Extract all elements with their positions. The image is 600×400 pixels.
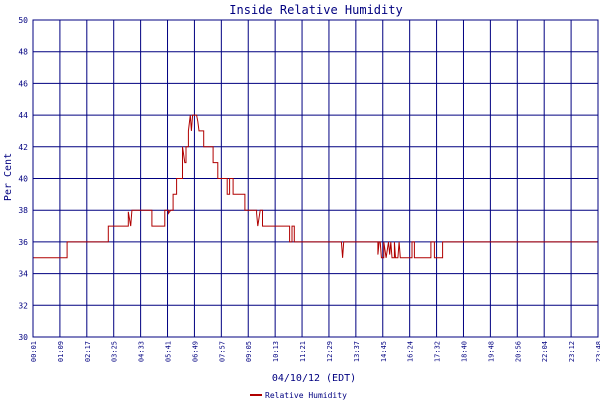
x-tick-label: 01:09 — [57, 341, 65, 362]
y-tick-label: 40 — [18, 175, 28, 184]
x-tick-label: 02:17 — [84, 341, 92, 362]
series-group — [33, 114, 598, 259]
x-tick-label: 04:33 — [138, 341, 146, 362]
x-tick-label: 17:32 — [434, 341, 442, 362]
x-tick-label: 18:40 — [460, 341, 468, 362]
series-line-relative-humidity — [33, 114, 598, 259]
x-tick-label: 14:45 — [380, 341, 388, 362]
x-tick-label: 19:48 — [487, 341, 495, 362]
y-tick-label: 42 — [18, 143, 28, 152]
x-tick-label: 00:01 — [30, 341, 38, 362]
x-tick-label: 07:57 — [218, 341, 226, 362]
x-tick-label: 13:37 — [353, 341, 361, 362]
x-tick-labels: 00:01 01:09 02:17 03:25 04:33 05:41 06:49 07:57… — [30, 341, 600, 362]
y-tick-label: 50 — [18, 16, 28, 25]
x-tick-label: 22:04 — [541, 341, 549, 362]
y-tick-label: 36 — [18, 238, 28, 247]
x-tick-label: 12:29 — [326, 341, 334, 362]
y-tick-label: 34 — [18, 270, 28, 279]
x-tick-label: 23:48 — [595, 341, 600, 362]
y-tick-label: 46 — [18, 79, 28, 88]
y-tick-label: 30 — [18, 333, 28, 342]
x-tick-label: 10:13 — [272, 341, 280, 362]
y-tick-label: 44 — [18, 111, 28, 120]
legend-label-relative-humidity: Relative Humidity — [265, 391, 347, 400]
x-tick-label: 11:21 — [299, 341, 307, 362]
plot-frame — [32, 19, 599, 338]
x-tick-label: 16:24 — [407, 341, 415, 362]
y-tick-labels: 30 32 34 36 38 40 42 44 46 48 50 — [18, 16, 28, 342]
y-tick-label: 48 — [18, 48, 28, 57]
legend: Relative Humidity — [250, 391, 347, 400]
x-tick-label: 05:41 — [165, 341, 173, 362]
y-tick-label: 32 — [18, 301, 28, 310]
y-axis-label: Per Cent — [3, 153, 14, 201]
y-tick-label: 38 — [18, 206, 28, 215]
x-axis-label: 04/10/12 (EDT) — [272, 373, 356, 384]
x-tick-label: 06:49 — [191, 341, 199, 362]
x-tick-label: 09:05 — [245, 341, 253, 362]
x-tick-label: 20:56 — [514, 341, 522, 362]
x-tick-label: 23:12 — [568, 341, 576, 362]
x-tick-label: 03:25 — [111, 341, 119, 362]
grid-lines — [32, 19, 599, 338]
chart-title: Inside Relative Humidity — [229, 3, 402, 17]
